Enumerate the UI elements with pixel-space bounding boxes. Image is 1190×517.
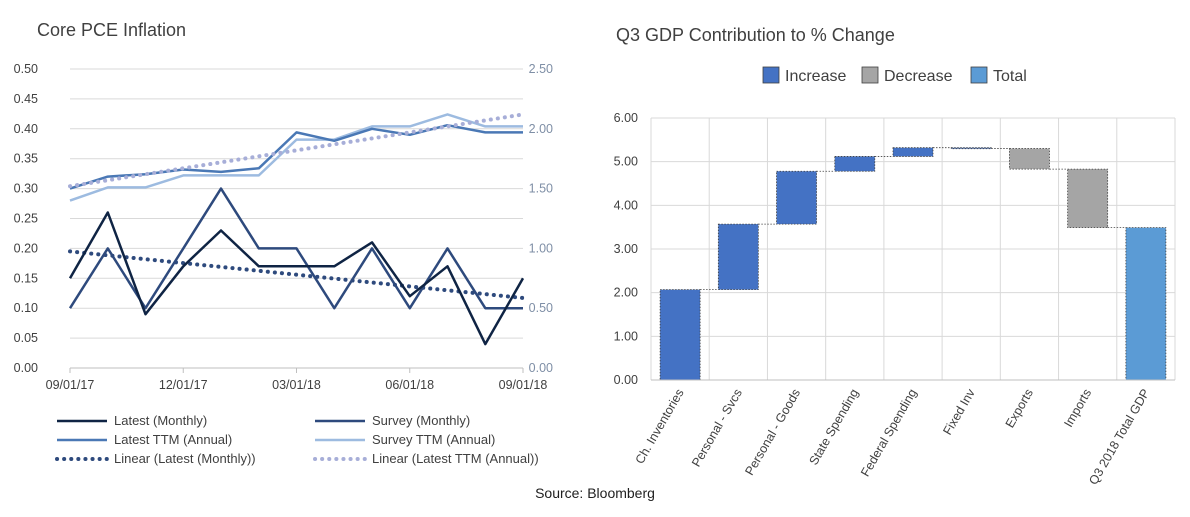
left-series-group <box>68 112 525 346</box>
right-y-tick-label: 1.50 <box>529 182 553 196</box>
legend-swatch-total <box>970 66 988 84</box>
right-y-tick-label: 3.00 <box>614 242 638 256</box>
legend-label: Latest TTM (Annual) <box>114 432 232 447</box>
right-x-tick-label: Ch. Inventories <box>633 387 687 467</box>
left-axes: 0.00 0.05 0.10 0.15 0.20 0.25 0.30 0.35 0.40 0.45… <box>14 62 553 392</box>
waterfall-bar-6 <box>950 147 992 150</box>
right-chart-title: Q3 GDP Contribution to % Change <box>616 25 895 45</box>
left-x-tick-label: 09/01/17 <box>46 378 95 392</box>
right-x-tick-label: Q3 2018 Total GDP <box>1086 387 1152 488</box>
legend-label-decrease: Decrease <box>884 68 953 85</box>
core-pce-chart: Core PCE Inflation 0.000.050.100.150.200… <box>14 20 553 466</box>
right-x-tick-label: Personal - Goods <box>742 387 803 478</box>
left-y-tick-label: 0.05 <box>14 331 38 345</box>
left-y-tick-label: 0.25 <box>14 212 38 226</box>
right-x-tick-label: Federal Spending <box>858 386 919 479</box>
left-y-tick-label: 0.35 <box>14 152 38 166</box>
right-y-tick-label: 4.00 <box>614 198 638 212</box>
right-x-tick-label: Fixed Inv <box>940 386 978 438</box>
right-y-tick-label: 5.00 <box>614 155 638 169</box>
left-x-tick-label: 09/01/18 <box>499 378 548 392</box>
left-y-tick-label: 0.45 <box>14 92 38 106</box>
waterfall-bar-1 <box>659 289 701 381</box>
left-y-tick-label: 0.15 <box>14 271 38 285</box>
legend-swatch-decrease <box>861 66 879 84</box>
series-line-linear-latest-ttm-annual <box>68 112 525 189</box>
gdp-waterfall-chart: Q3 GDP Contribution to % Change Increase… <box>614 25 1176 488</box>
right-x-tick-label: Personal - Svcs <box>689 387 745 470</box>
right-y-tick-label: 0.00 <box>529 361 553 375</box>
left-y-tick-label: 0.50 <box>14 62 38 76</box>
left-y-tick-label: 0.40 <box>14 122 38 136</box>
right-y-tick-label: 0.00 <box>614 373 638 387</box>
left-gridlines <box>70 68 523 369</box>
waterfall-bar-9 <box>1125 227 1167 381</box>
right-bars-group <box>659 147 1167 381</box>
right-y-tick-label: 6.00 <box>614 111 638 125</box>
left-chart-title: Core PCE Inflation <box>37 20 186 40</box>
legend-swatch-increase <box>762 66 780 84</box>
right-y-tick-label: 0.50 <box>529 301 553 315</box>
waterfall-bar-7 <box>1009 148 1050 170</box>
left-legend: Latest (Monthly) Survey (Monthly) Latest T… <box>55 413 539 466</box>
series-line-latest-monthly <box>68 211 525 346</box>
left-x-tick-label: 12/01/17 <box>159 378 208 392</box>
right-y-tick-label: 1.00 <box>529 241 553 255</box>
legend-label: Latest (Monthly) <box>114 413 207 428</box>
legend-label: Linear (Latest TTM (Annual)) <box>372 451 539 466</box>
right-y-tick-label: 2.50 <box>529 62 553 76</box>
legend-label: Linear (Latest (Monthly)) <box>114 451 256 466</box>
waterfall-bar-5 <box>892 147 934 157</box>
right-x-tick-label: Imports <box>1061 387 1094 430</box>
waterfall-bar-3 <box>776 170 817 225</box>
right-legend: Increase Decrease Total <box>762 66 1027 85</box>
left-x-tick-label: 06/01/18 <box>385 378 434 392</box>
source-note: Source: Bloomberg <box>535 485 655 501</box>
left-y-tick-label: 0.30 <box>14 182 38 196</box>
waterfall-bar-2 <box>717 223 759 291</box>
series-line-latest-ttm-annual <box>69 123 523 190</box>
right-x-tick-label: Exports <box>1003 387 1036 431</box>
series-line-survey-ttm-annual <box>69 113 523 202</box>
series-line-linear-latest-monthly <box>68 249 525 300</box>
legend-label-increase: Increase <box>785 68 846 85</box>
right-y-tick-label: 2.00 <box>614 286 638 300</box>
legend-label: Survey TTM (Annual) <box>372 432 495 447</box>
waterfall-bar-4 <box>834 156 876 172</box>
left-y-tick-label: 0.20 <box>14 241 38 255</box>
series-line-survey-monthly <box>68 187 523 310</box>
legend-label-total: Total <box>993 68 1027 85</box>
left-y-tick-label: 0.10 <box>14 301 38 315</box>
left-x-tick-label: 03/01/18 <box>272 378 321 392</box>
right-y-tick-label: 2.00 <box>529 122 553 136</box>
left-y-tick-label: 0.00 <box>14 361 38 375</box>
right-y-tick-label: 1.00 <box>614 329 638 343</box>
right-x-tick-label: State Spending <box>807 386 862 467</box>
legend-label: Survey (Monthly) <box>372 413 470 428</box>
waterfall-bar-8 <box>1067 168 1109 229</box>
